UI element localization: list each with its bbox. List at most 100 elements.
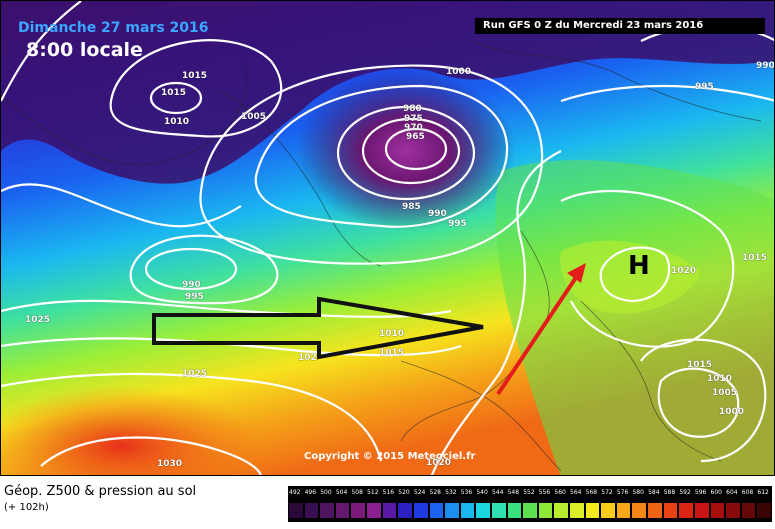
cold-air-mass (1, 1, 774, 184)
scale-label: 524 (413, 489, 426, 496)
scale-swatch (289, 503, 303, 518)
scale-swatch (679, 503, 693, 518)
scale-swatch (538, 503, 553, 518)
isobar-label: 1015 (687, 360, 713, 370)
scale-swatch (491, 503, 506, 518)
isobar-label: 1025 (25, 315, 51, 325)
scale-label: 516 (382, 489, 395, 496)
isobar-label: 1005 (712, 388, 738, 398)
scale-swatch (476, 503, 490, 518)
weather-map: Dimanche 27 mars 2016 8:00 locale Run GF… (0, 0, 775, 476)
scale-label: 532 (445, 489, 457, 496)
isobar-label: 1015 (182, 71, 208, 81)
scale-swatches (288, 503, 772, 518)
forecast-offset: (+ 102h) (4, 502, 49, 513)
scale-swatch (632, 503, 647, 518)
isobar-label: 1000 (719, 407, 745, 417)
scale-label: 600 (710, 489, 722, 496)
europe-warm-field (495, 160, 774, 475)
isobar-label: 1020 (426, 458, 452, 468)
coastlines (1, 40, 762, 472)
scale-label: 520 (398, 489, 410, 496)
scale-label: 492 (289, 489, 301, 496)
map-time-title: 8:00 locale (26, 39, 143, 61)
isobar-label: 1010 (379, 329, 405, 339)
chart-title: Géop. Z500 & pression au sol (4, 484, 197, 499)
flow-arrow (152, 296, 484, 360)
scale-swatch (460, 503, 475, 518)
scale-label: 588 (663, 489, 676, 496)
scale-swatch (663, 503, 678, 518)
scale-label: 552 (523, 489, 535, 496)
isobar-label: 1025 (182, 369, 208, 379)
scale-swatch (398, 503, 412, 518)
scale-label: 604 (726, 489, 738, 496)
isobar-label: 985 (402, 202, 421, 212)
scale-label: 504 (335, 489, 348, 496)
scale-swatch (507, 503, 522, 518)
isobar-label: 990 (428, 209, 447, 219)
scale-label: 596 (694, 489, 707, 496)
scale-label: 500 (320, 489, 332, 496)
isobar-label: 1005 (241, 112, 267, 122)
scale-label: 572 (601, 489, 613, 496)
scale-swatch (585, 503, 600, 518)
scale-swatch (757, 503, 771, 518)
scale-swatch (741, 503, 756, 518)
isobar-label: 995 (185, 292, 204, 302)
color-scale-legend: 492 496 500 504 508 512 516 520 524 528 532 536 540 5… (288, 486, 772, 522)
isobar-label: 965 (406, 132, 425, 142)
high-pressure-marker: H (628, 251, 650, 281)
scale-swatch (601, 503, 615, 518)
scale-label: 508 (351, 489, 363, 496)
scale-label: 560 (554, 489, 566, 496)
scale-label: 580 (632, 489, 644, 496)
scale-swatch (320, 503, 334, 518)
scale-swatch (726, 503, 740, 518)
scale-swatch (616, 503, 631, 518)
yellow-ridge (560, 240, 701, 314)
map-date-title: Dimanche 27 mars 2016 (18, 20, 209, 36)
isobar-label: 980 (403, 104, 422, 114)
scale-swatch (694, 503, 709, 518)
scale-labels: 492 496 500 504 508 512 516 520 524 528 532 536 540 5… (288, 486, 772, 502)
scale-label: 496 (304, 489, 317, 496)
scale-label: 612 (757, 489, 769, 496)
scale-label: 528 (429, 489, 441, 496)
isobar-label: 1010 (164, 117, 190, 127)
isobar-label: 995 (448, 219, 467, 229)
scale-swatch (523, 503, 537, 518)
isobar-label: 1015 (161, 88, 187, 98)
isobar-label: 990 (756, 61, 775, 71)
scale-swatch (554, 503, 569, 518)
isobar-label: 1010 (707, 374, 733, 384)
subtropical-high (1, 386, 261, 475)
isobar-label: 970 (404, 123, 423, 133)
scale-label: 556 (538, 489, 551, 496)
scale-swatch (304, 503, 319, 518)
scale-swatch (648, 503, 662, 518)
scale-label: 564 (570, 489, 582, 496)
isobar-label: 102 (298, 353, 317, 363)
scale-label: 512 (367, 489, 379, 496)
scale-swatch (367, 503, 381, 518)
scale-label: 548 (507, 489, 520, 496)
scale-swatch (413, 503, 428, 518)
scale-label: 608 (741, 489, 754, 496)
scale-label: 592 (679, 489, 691, 496)
scale-swatch (335, 503, 350, 518)
isobar-label: 1030 (157, 459, 183, 469)
isobar-label: 1015 (379, 348, 405, 358)
map-canvas (1, 1, 774, 475)
isobar-label: 995 (695, 82, 714, 92)
warm-advection-arrow (496, 263, 586, 396)
scale-label: 544 (491, 489, 504, 496)
scale-swatch (445, 503, 459, 518)
scale-label: 576 (616, 489, 629, 496)
model-run-label: Run GFS 0 Z du Mercredi 23 mars 2016 (475, 18, 765, 34)
isobar-label: 975 (404, 114, 423, 124)
scale-label: 584 (648, 489, 660, 496)
copyright-label: Copyright © 2015 Meteociel.fr (304, 451, 476, 462)
scale-label: 568 (585, 489, 598, 496)
scale-label: 540 (476, 489, 488, 496)
